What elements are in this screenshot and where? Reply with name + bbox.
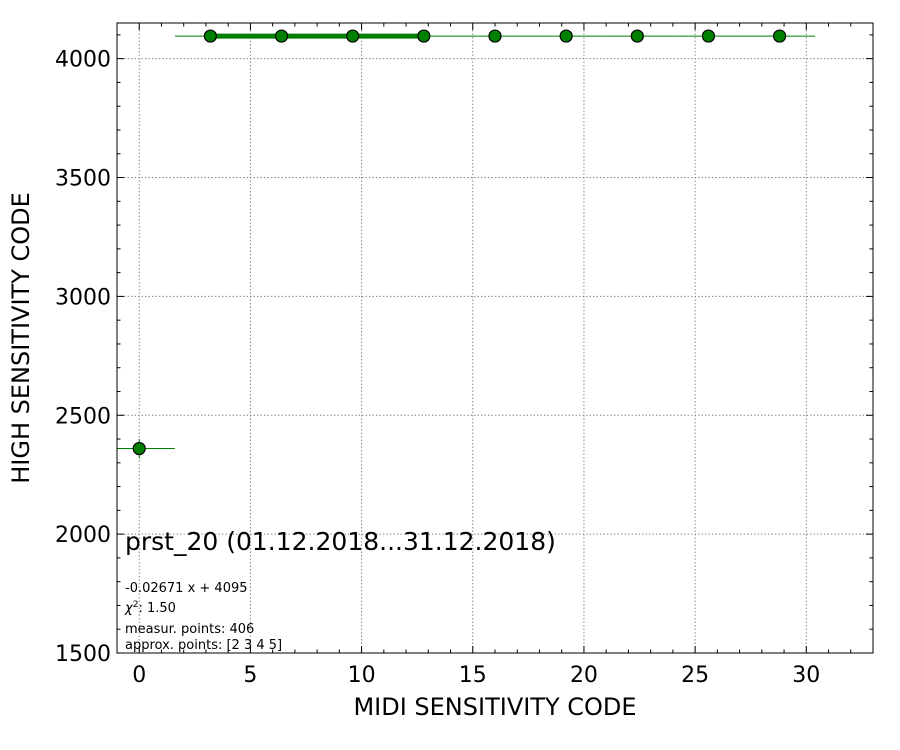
data-point: [417, 29, 431, 43]
annotation-formula: -0.02671 x + 4095: [125, 581, 248, 596]
x-tick-label: 30: [792, 663, 820, 688]
annotation-measur-points: measur. points: 406: [125, 622, 254, 637]
y-tick-label: 1500: [55, 642, 111, 667]
x-tick-label: 20: [570, 663, 598, 688]
data-point: [701, 29, 716, 43]
tick-labels: 0 5 10 15 20 25 30 1500 2000 2500 3000 3500 4000: [55, 48, 820, 688]
annotation-title: prst_20 (01.12.2018...31.12.2018): [125, 527, 556, 556]
y-axis-label: HIGH SENSITIVITY CODE: [7, 192, 35, 484]
x-tick-label: 0: [132, 663, 146, 688]
data-point: [773, 29, 787, 43]
data-point: [559, 29, 573, 43]
data-point: [274, 29, 289, 43]
data-point: [132, 441, 146, 456]
x-tick-label: 5: [243, 663, 257, 688]
chi2-symbol: χ: [124, 601, 134, 616]
chi2-superscript: 2: [133, 600, 139, 610]
y-tick-label: 2000: [55, 523, 111, 548]
data-point: [630, 29, 644, 43]
data-point: [488, 29, 502, 43]
y-tick-label: 3500: [55, 167, 111, 192]
x-tick-label: 25: [681, 663, 709, 688]
y-tick-label: 2500: [55, 404, 111, 429]
x-axis-label: MIDI SENSITIVITY CODE: [353, 693, 636, 721]
annotation-approx-points: approx. points: [2 3 4 5]: [125, 638, 282, 653]
ticks: [116, 23, 874, 654]
x-tick-label: 15: [459, 663, 487, 688]
chi2-value: : 1.50: [138, 601, 175, 616]
y-tick-label: 4000: [55, 48, 111, 73]
data-point: [346, 29, 360, 43]
y-tick-label: 3000: [55, 285, 111, 310]
data-points: [132, 29, 787, 456]
annotation-chi2: χ2: 1.50: [124, 600, 176, 616]
x-tick-label: 10: [348, 663, 376, 688]
data-point: [203, 29, 217, 43]
